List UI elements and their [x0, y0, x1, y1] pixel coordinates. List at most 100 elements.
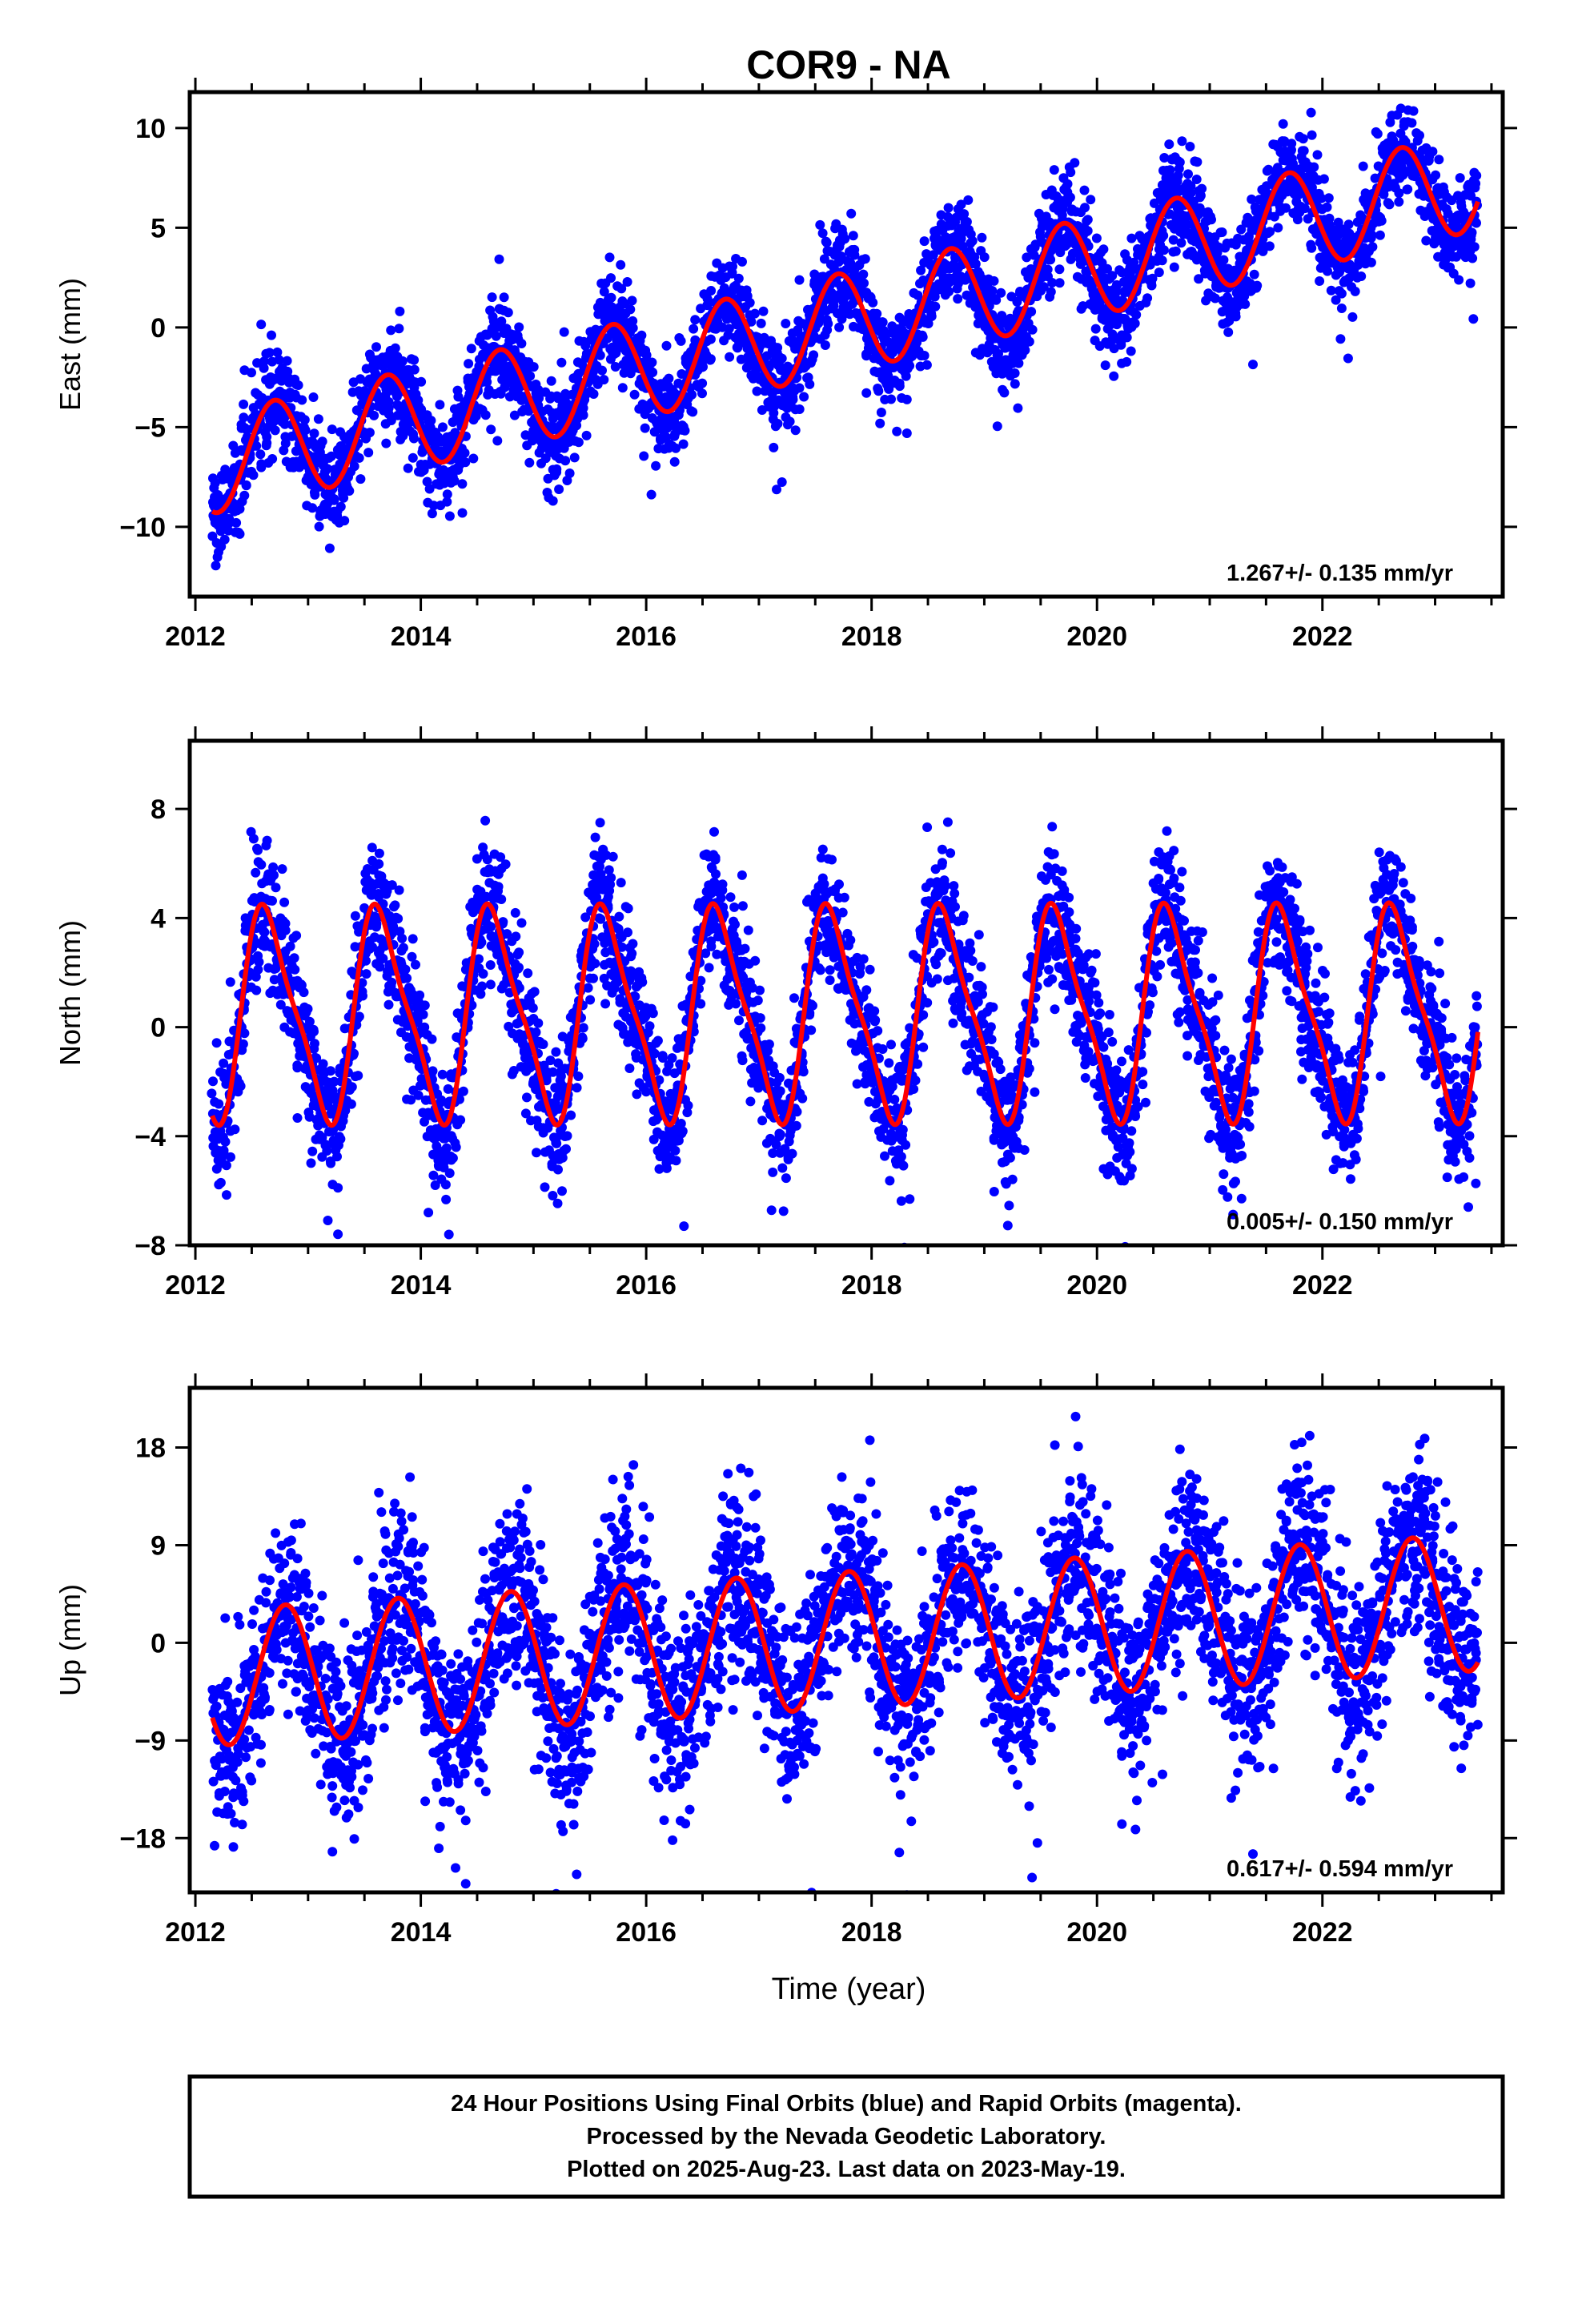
data-point: [441, 1194, 452, 1204]
data-point: [875, 418, 885, 428]
data-point: [279, 897, 290, 907]
data-point: [427, 509, 437, 519]
data-point: [572, 1083, 582, 1093]
data-point: [589, 939, 600, 949]
data-point: [604, 252, 615, 263]
data-point: [496, 316, 507, 327]
data-point: [794, 275, 805, 285]
data-point: [323, 1216, 333, 1225]
data-point: [460, 448, 470, 458]
data-point: [1207, 215, 1216, 225]
data-point: [491, 331, 501, 341]
data-point: [485, 960, 496, 970]
data-point: [901, 371, 911, 381]
data-point: [259, 356, 269, 367]
data-point: [251, 867, 261, 878]
data-point: [963, 195, 974, 205]
data-point: [449, 476, 460, 486]
data-point: [516, 339, 527, 348]
data-point: [733, 273, 744, 283]
data-point: [894, 378, 905, 388]
y-tick-label: 5: [151, 213, 166, 243]
data-point: [529, 987, 540, 997]
data-point: [271, 883, 281, 893]
data-point: [496, 895, 507, 904]
data-point: [329, 495, 339, 505]
data-point: [306, 1158, 316, 1168]
data-point: [1122, 332, 1132, 343]
data-point: [600, 999, 611, 1009]
data-point: [930, 301, 941, 312]
data-point: [500, 859, 511, 870]
data-point: [520, 430, 531, 440]
chart-title: COR9 - NA: [746, 42, 951, 87]
data-point: [1168, 235, 1178, 245]
data-point: [1375, 230, 1385, 240]
data-point: [339, 493, 349, 503]
data-point: [415, 990, 425, 1000]
data-point: [347, 1082, 357, 1092]
x-tick-label: 2016: [616, 621, 677, 652]
data-point: [299, 987, 309, 998]
data-point: [219, 534, 230, 545]
data-point: [397, 933, 408, 943]
data-point: [394, 324, 404, 334]
data-point: [350, 911, 360, 921]
data-point: [772, 485, 781, 495]
data-point: [872, 308, 882, 319]
data-point: [1191, 175, 1202, 184]
data-point: [846, 208, 857, 219]
data-point: [573, 437, 584, 448]
y-tick-label: 10: [135, 114, 166, 144]
data-point: [622, 277, 632, 287]
data-point: [480, 815, 491, 826]
data-point: [646, 489, 656, 500]
data-point: [1219, 255, 1229, 265]
data-point: [610, 362, 620, 372]
data-point: [522, 1092, 532, 1103]
data-point: [1090, 324, 1101, 334]
data-point: [868, 297, 878, 308]
data-point: [532, 1148, 541, 1158]
data-point: [514, 963, 524, 973]
data-point: [349, 461, 359, 472]
data-point: [1129, 257, 1139, 267]
data-point: [616, 283, 627, 294]
data-point: [1100, 360, 1110, 371]
data-point: [398, 431, 408, 440]
data-point: [641, 350, 652, 360]
data-point: [1122, 356, 1132, 367]
data-point: [815, 219, 825, 230]
data-point: [1279, 137, 1290, 147]
data-point: [231, 517, 242, 528]
data-point: [1343, 353, 1353, 364]
data-point: [402, 973, 412, 983]
data-point: [397, 356, 408, 366]
data-point: [859, 278, 869, 288]
data-point: [886, 394, 896, 404]
data-point: [849, 244, 860, 255]
data-point: [1027, 324, 1038, 335]
data-point: [1323, 266, 1332, 276]
data-point: [482, 377, 492, 387]
data-point: [464, 359, 474, 369]
data-point: [1111, 279, 1122, 290]
data-point: [418, 1009, 428, 1019]
data-point: [953, 294, 963, 304]
data-point: [725, 352, 735, 362]
data-point: [1080, 203, 1090, 213]
data-point: [1164, 139, 1174, 150]
data-point: [299, 415, 310, 425]
data-point: [297, 395, 307, 405]
data-point: [269, 870, 279, 880]
data-point: [689, 324, 699, 334]
data-point: [977, 232, 987, 243]
data-point: [583, 983, 593, 993]
data-point: [834, 322, 845, 332]
data-point: [307, 1146, 318, 1156]
data-point: [1159, 153, 1170, 163]
data-point: [1306, 107, 1316, 118]
data-point: [552, 1138, 562, 1148]
data-point: [1010, 368, 1020, 378]
